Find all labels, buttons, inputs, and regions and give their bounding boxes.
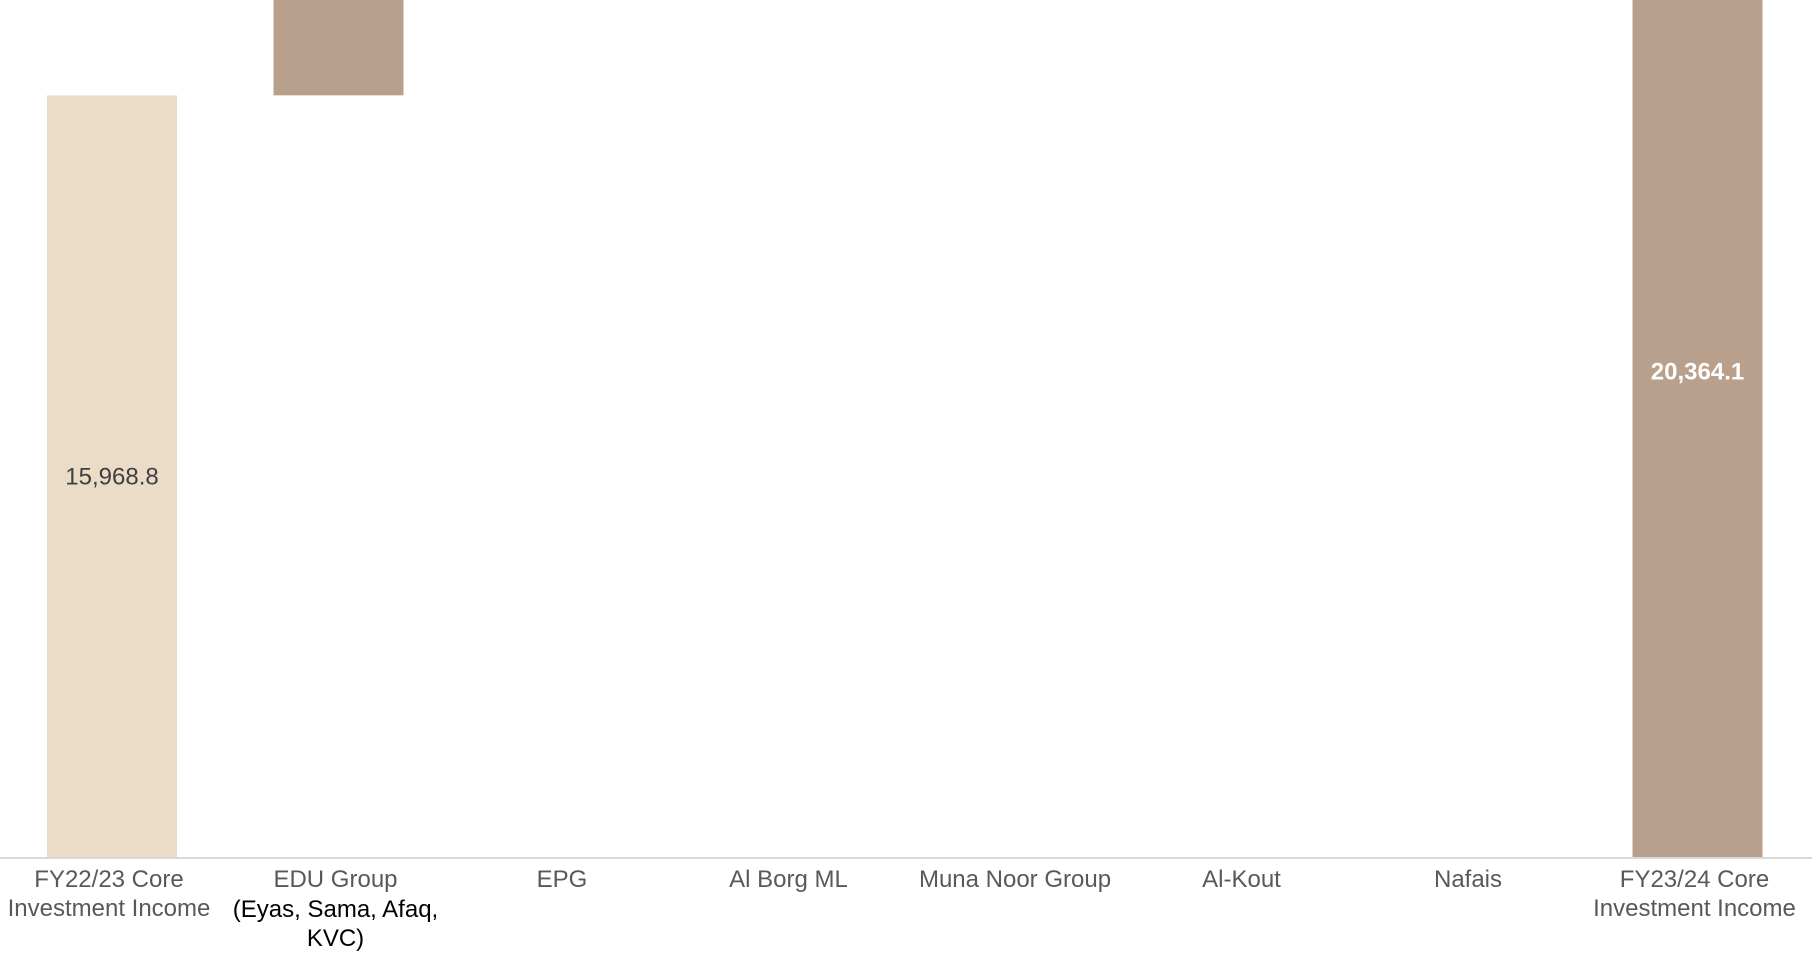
category-label-7: FY23/24 Core [1620, 866, 1769, 893]
bar-value-label-7: 20,364.1 [1651, 359, 1744, 386]
waterfall-bar-0 [47, 95, 177, 859]
category-label-3: Al Borg ML [729, 866, 848, 893]
waterfall-bar-1 [273, 0, 404, 96]
category-label-2: EPG [537, 866, 588, 893]
category-label-1: EDU Group [273, 866, 397, 893]
category-label-5: Al-Kout [1202, 866, 1281, 893]
category-label-7: Investment Income [1593, 895, 1796, 922]
value-labels-layer: 15,968.84,222.41,682.968.3(772.2)(762.3)… [65, 359, 1744, 491]
category-label-4: Muna Noor Group [919, 866, 1111, 893]
category-label-0: FY22/23 Core [34, 866, 183, 893]
bars-layer [47, 0, 1763, 859]
category-label-6: Nafais [1434, 866, 1502, 893]
waterfall-bar-7 [1632, 0, 1763, 858]
category-label-0: Investment Income [8, 895, 211, 922]
category-sublabel-1: (Eyas, Sama, Afaq, [233, 896, 438, 923]
category-sublabel-1: KVC) [307, 925, 364, 952]
bar-value-label-0: 15,968.8 [65, 464, 158, 491]
